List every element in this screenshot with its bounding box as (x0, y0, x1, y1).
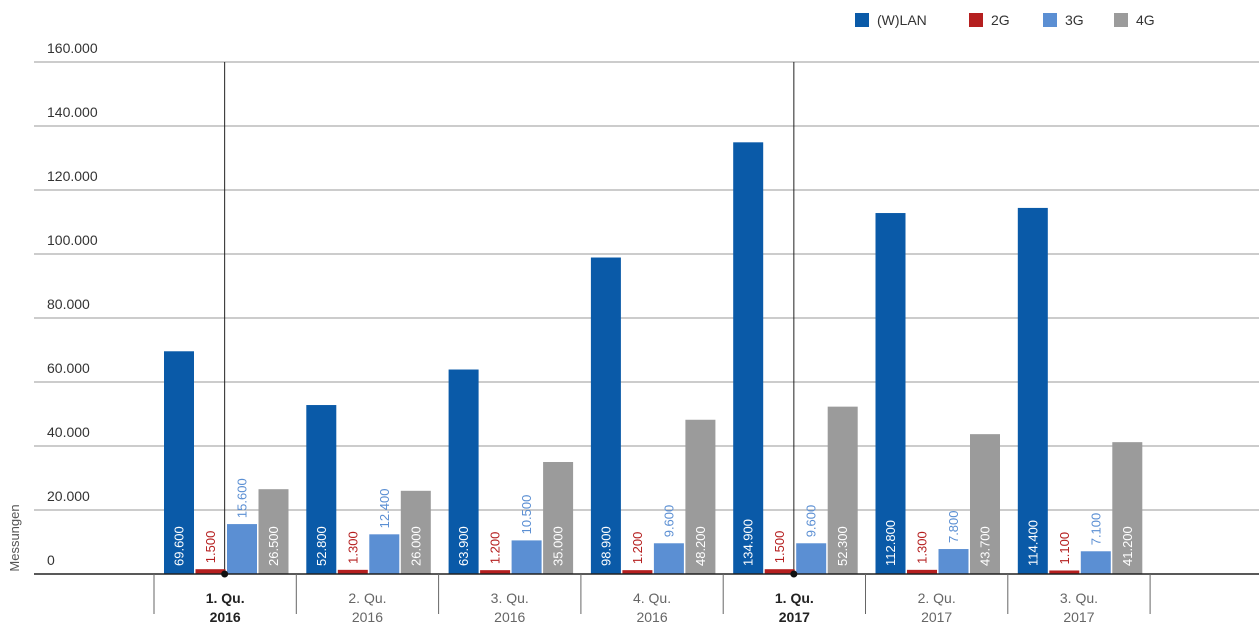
data-label: 98.900 (598, 526, 613, 566)
bar-4g (1112, 442, 1143, 574)
data-label: 52.300 (835, 526, 850, 566)
data-label: 114.400 (1025, 520, 1040, 566)
legend-swatch (1114, 13, 1128, 27)
data-label: 9.600 (661, 505, 676, 538)
bar-3g (653, 543, 684, 574)
legend-label: 3G (1065, 12, 1084, 28)
data-label: 1.300 (345, 531, 360, 564)
bar-2g (480, 570, 511, 574)
data-label: 15.600 (235, 478, 250, 518)
bar-4g (685, 419, 716, 574)
x-tick-label: 2016 (210, 609, 241, 625)
data-label: 48.200 (693, 526, 708, 566)
x-tick-label: 2017 (921, 609, 952, 625)
data-label: 10.500 (519, 495, 534, 535)
bar-2g (622, 570, 653, 574)
bar-2g (337, 569, 368, 574)
x-tick-label: 4. Qu. (633, 590, 671, 606)
legend-label: 4G (1136, 12, 1155, 28)
bar-wlan (590, 257, 621, 574)
legend-label: 2G (991, 12, 1010, 28)
bar-layer: 69.600 52.800 63.900 98.900 134.900 112.800 11… (164, 142, 1143, 575)
y-tick-label: 120.000 (47, 168, 98, 184)
axis-layer: 1. Qu. 2016 2. Qu. 2016 3. Qu. 2016 4. Qu. 2016… (34, 570, 1259, 625)
bar-4g (970, 434, 1000, 574)
bar-2g (764, 569, 795, 574)
y-tick-label: 100.000 (47, 232, 98, 248)
y-tick-label: 80.000 (47, 296, 90, 312)
legend: (W)LAN 2G 3G 4G (855, 12, 1155, 28)
x-tick-label: 2. Qu. (918, 590, 956, 606)
y-tick-label: 0 (47, 552, 55, 568)
bar-2g (907, 569, 937, 574)
bar-4g (827, 406, 858, 574)
data-label: 1.200 (488, 532, 503, 565)
y-tick-label: 140.000 (47, 104, 98, 120)
x-tick-label: 2016 (352, 609, 383, 625)
data-label: 112.800 (883, 520, 898, 566)
bar-2g (1049, 570, 1080, 574)
data-label: 26.500 (266, 526, 281, 566)
data-label: 41.200 (1120, 526, 1135, 566)
year-marker-dot (221, 570, 229, 578)
data-label: 52.800 (314, 526, 329, 566)
data-label: 7.100 (1088, 513, 1103, 546)
legend-swatch (855, 13, 869, 27)
y-tick-label: 20.000 (47, 488, 90, 504)
data-label: 63.900 (456, 526, 471, 566)
x-tick-label: 1. Qu. (206, 590, 245, 606)
bar-wlan (164, 351, 194, 574)
y-tick-label: 40.000 (47, 424, 90, 440)
data-label: 1.300 (915, 531, 930, 564)
bar-3g (227, 524, 257, 574)
data-label: 9.600 (804, 505, 819, 538)
x-tick-label: 3. Qu. (1060, 590, 1098, 606)
grid-layer: 0 20.000 40.000 60.000 80.000 100.000 120.000 1… (34, 40, 1259, 574)
year-marker-dot (790, 570, 798, 578)
y-tick-label: 160.000 (47, 40, 98, 56)
legend-swatch (1043, 13, 1057, 27)
bar-3g (1080, 551, 1111, 574)
bar-4g (258, 489, 289, 574)
bar-3g (938, 549, 969, 574)
data-label: 1.100 (1057, 532, 1072, 565)
data-label: 69.600 (172, 526, 187, 566)
x-tick-label: 2016 (636, 609, 667, 625)
x-tick-label: 2. Qu. (348, 590, 386, 606)
data-label: 43.700 (978, 526, 993, 566)
bar-wlan (875, 213, 906, 575)
bar-4g (543, 462, 574, 574)
data-label: 7.800 (946, 510, 961, 543)
bar-3g (511, 540, 542, 574)
x-tick-label: 1. Qu. (775, 590, 814, 606)
bar-3g (796, 543, 827, 574)
x-tick-label: 2017 (1063, 609, 1094, 625)
data-label: 134.900 (741, 519, 756, 566)
legend-label: (W)LAN (877, 12, 927, 28)
data-label: 26.000 (408, 526, 423, 566)
y-axis-title: Messungen (7, 504, 22, 571)
bar-wlan (448, 369, 479, 574)
bar-wlan (733, 142, 764, 574)
bar-4g (400, 490, 431, 574)
bar-2g (195, 569, 226, 574)
bar-3g (369, 534, 400, 574)
x-tick-label: 2016 (494, 609, 525, 625)
data-label: 1.500 (772, 531, 787, 564)
x-tick-label: 3. Qu. (491, 590, 529, 606)
data-label: 12.400 (377, 489, 392, 529)
bar-wlan (306, 405, 337, 574)
legend-swatch (969, 13, 983, 27)
x-tick-label: 2017 (779, 609, 810, 625)
data-label: 1.500 (203, 531, 218, 564)
y-tick-label: 60.000 (47, 360, 90, 376)
data-label: 35.000 (551, 526, 566, 566)
bar-wlan (1017, 207, 1048, 575)
data-label: 1.200 (630, 532, 645, 565)
